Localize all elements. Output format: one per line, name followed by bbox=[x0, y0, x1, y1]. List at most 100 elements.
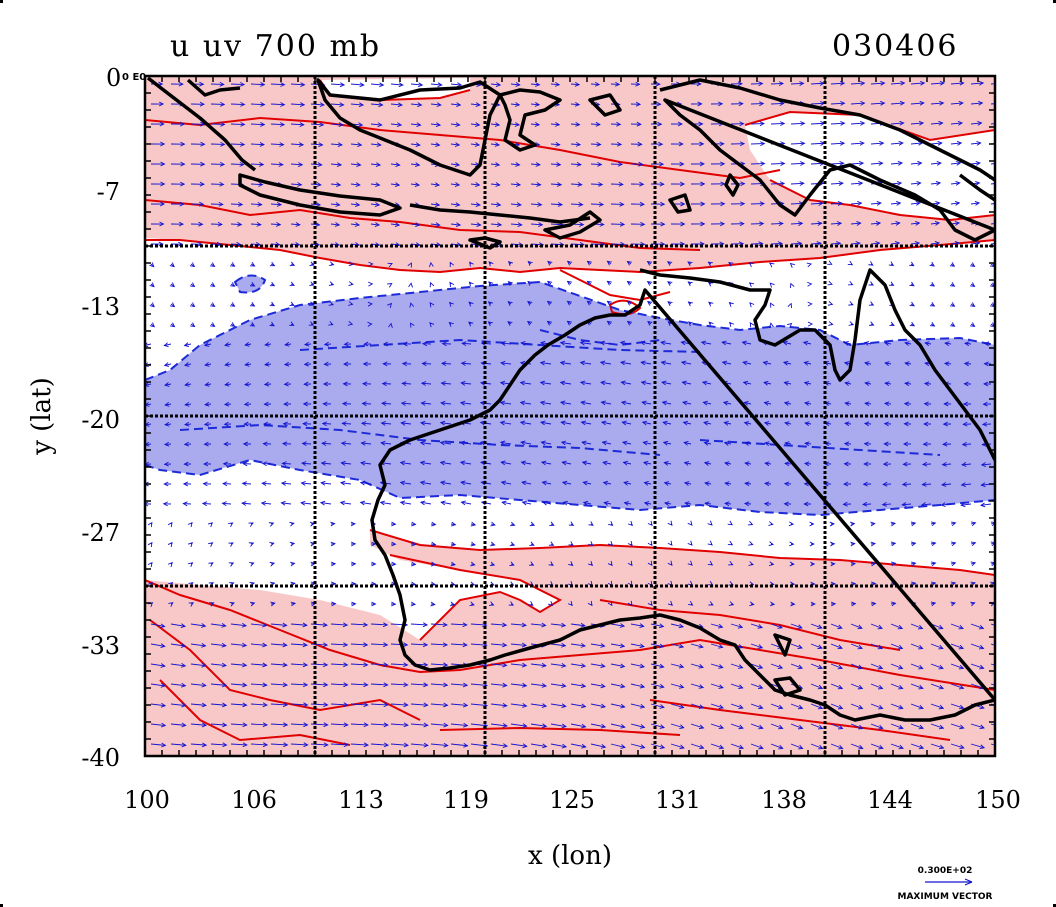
wind-vector-head bbox=[586, 300, 592, 306]
wind-vector-head bbox=[450, 561, 456, 567]
wind-vector-head bbox=[718, 101, 724, 107]
wind-vector bbox=[590, 663, 605, 667]
wind-vector-head bbox=[229, 601, 235, 607]
wind-vector-head bbox=[184, 421, 190, 427]
wind-vector-head bbox=[827, 301, 834, 306]
wind-vector-head bbox=[269, 261, 276, 267]
wind-vector-head bbox=[303, 341, 310, 347]
wind-vector bbox=[961, 503, 972, 506]
wind-vector bbox=[643, 462, 652, 465]
wind-vector bbox=[784, 382, 792, 385]
wind-vector bbox=[521, 441, 532, 445]
wind-vector-head bbox=[380, 421, 386, 426]
wind-vector-head bbox=[158, 101, 165, 107]
wind-vector bbox=[230, 143, 245, 145]
wind-vector-head bbox=[440, 381, 446, 386]
wind-vector-head bbox=[568, 521, 575, 526]
wind-vector-head bbox=[507, 281, 513, 287]
wind-vector-head bbox=[901, 481, 908, 487]
wind-vector-head bbox=[559, 340, 566, 346]
wind-vector-head bbox=[184, 401, 190, 407]
wind-vector-head bbox=[547, 600, 554, 606]
wind-vector-head bbox=[737, 644, 744, 649]
wind-vector bbox=[743, 361, 752, 365]
wind-vector-head bbox=[434, 202, 441, 207]
wind-vector-head bbox=[619, 221, 626, 227]
wind-vector-head bbox=[619, 623, 626, 628]
wind-vector-head bbox=[679, 181, 686, 187]
wind-vector-head bbox=[409, 322, 415, 328]
wind-vector-head bbox=[687, 261, 693, 267]
wind-vector-head bbox=[667, 301, 673, 306]
wind-vector-head bbox=[857, 201, 863, 206]
wind-vector-head bbox=[719, 221, 726, 227]
wind-vector-head bbox=[541, 662, 547, 668]
wind-vector-head bbox=[843, 461, 849, 467]
wind-vector bbox=[270, 103, 285, 106]
y-tick-label: -20 bbox=[81, 406, 120, 434]
wind-vector bbox=[770, 222, 783, 225]
wind-vector-head bbox=[149, 262, 155, 268]
wind-vector bbox=[750, 643, 763, 649]
wind-vector-head bbox=[678, 663, 685, 669]
wind-vector-head bbox=[646, 260, 653, 266]
wind-vector-head bbox=[250, 262, 256, 267]
wind-vector bbox=[150, 663, 165, 667]
wind-vector bbox=[570, 743, 586, 748]
wind-vector-head bbox=[160, 682, 167, 688]
wind-vector-head bbox=[217, 221, 223, 227]
wind-vector-head bbox=[330, 521, 336, 527]
wind-vector bbox=[730, 623, 743, 628]
wind-vector-head bbox=[909, 321, 916, 327]
wind-vector-head bbox=[720, 201, 726, 207]
wind-vector-head bbox=[597, 161, 603, 167]
wind-vector bbox=[550, 183, 562, 186]
wind-vector-head bbox=[790, 601, 796, 607]
wind-vector-head bbox=[241, 642, 248, 648]
wind-vector bbox=[580, 381, 592, 385]
wind-vector bbox=[850, 202, 862, 205]
wind-vector bbox=[550, 203, 563, 206]
wind-vector-head bbox=[435, 142, 441, 147]
wind-vector-head bbox=[221, 501, 227, 506]
wind-vector-head bbox=[918, 664, 924, 670]
wind-vector-head bbox=[787, 322, 793, 328]
wind-vector bbox=[170, 683, 186, 687]
wind-vector bbox=[164, 443, 172, 446]
wind-vector bbox=[930, 663, 944, 669]
wind-vector-head bbox=[923, 421, 929, 427]
wind-vector bbox=[930, 182, 941, 185]
wind-vector-head bbox=[328, 281, 335, 286]
wind-vector bbox=[470, 643, 487, 646]
wind-vector-head bbox=[230, 322, 236, 327]
wind-vector-head bbox=[620, 380, 626, 386]
wind-vector bbox=[490, 163, 500, 166]
wind-vector bbox=[704, 442, 712, 445]
wind-vector-head bbox=[402, 341, 408, 347]
wind-vector-head bbox=[838, 181, 844, 186]
wind-vector-head bbox=[911, 561, 917, 567]
wind-vector bbox=[290, 643, 308, 646]
wind-vector-head bbox=[396, 122, 403, 128]
wind-vector bbox=[550, 663, 566, 667]
wind-vector-head bbox=[540, 440, 546, 446]
wind-vector bbox=[501, 481, 512, 485]
wind-vector bbox=[370, 663, 388, 666]
wind-vector-head bbox=[996, 141, 1000, 145]
wind-vector bbox=[581, 421, 592, 425]
wind-vector-head bbox=[443, 722, 449, 728]
wind-vector-head bbox=[568, 561, 574, 566]
wind-vector bbox=[603, 481, 612, 485]
wind-vector-head bbox=[958, 624, 964, 630]
wind-vector bbox=[850, 242, 860, 245]
wind-vector-head bbox=[435, 222, 441, 227]
wind-vector bbox=[460, 461, 472, 465]
wind-vector bbox=[550, 143, 560, 146]
wind-vector bbox=[370, 163, 381, 166]
wind-vector-head bbox=[180, 643, 187, 648]
wind-vector bbox=[310, 103, 324, 106]
wind-vector-head bbox=[534, 122, 541, 127]
wind-vector bbox=[644, 502, 652, 505]
wind-vector-head bbox=[419, 440, 426, 446]
wind-vector-head bbox=[857, 684, 864, 690]
